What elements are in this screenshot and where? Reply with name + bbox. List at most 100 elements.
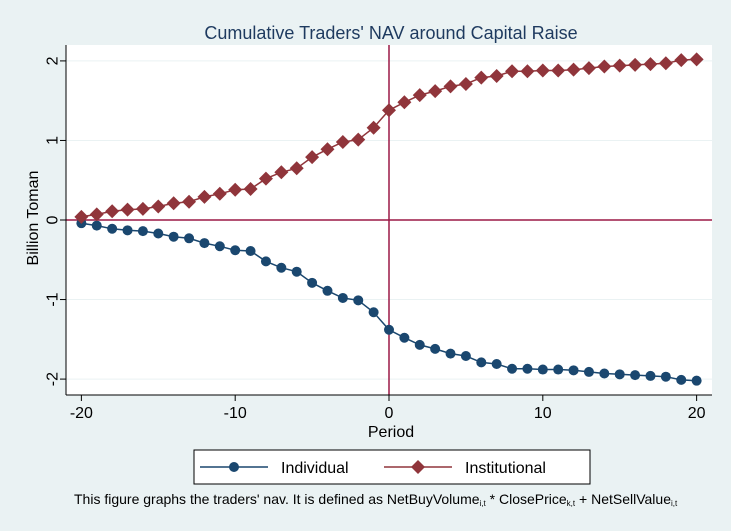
point-institutional <box>351 132 366 147</box>
point-institutional <box>628 57 643 72</box>
point-institutional <box>643 57 658 72</box>
point-individual <box>307 277 318 288</box>
point-institutional <box>458 76 473 91</box>
point-individual <box>384 324 394 335</box>
x-tick-label: -10 <box>224 405 247 422</box>
point-individual <box>107 223 118 234</box>
point-institutional <box>612 58 627 73</box>
point-individual <box>614 369 625 380</box>
point-individual <box>168 231 179 242</box>
point-individual <box>368 307 379 318</box>
point-individual <box>676 374 687 385</box>
point-individual <box>91 220 102 231</box>
point-individual <box>184 233 195 244</box>
point-institutional <box>182 194 197 209</box>
point-institutional <box>305 150 320 165</box>
point-individual <box>122 225 133 236</box>
y-tick-label: 1 <box>45 136 62 145</box>
point-individual <box>245 246 256 257</box>
point-individual <box>630 370 641 381</box>
point-individual <box>476 357 487 368</box>
point-institutional <box>428 84 443 99</box>
legend: Individual Institutional <box>193 449 591 485</box>
point-individual <box>137 226 148 237</box>
point-individual <box>599 368 610 379</box>
point-individual <box>430 343 441 354</box>
figure-note: This figure graphs the traders' nav. It … <box>74 491 677 508</box>
legend-label-individual: Individual <box>281 460 349 477</box>
point-individual <box>645 370 656 381</box>
legend-marker-individual <box>229 462 239 472</box>
y-tick-label: -2 <box>45 372 62 386</box>
point-individual <box>537 364 548 375</box>
point-institutional <box>658 56 673 71</box>
x-tick-label: -20 <box>70 405 93 422</box>
point-institutional <box>243 181 258 196</box>
point-individual <box>353 295 364 306</box>
point-institutional <box>197 189 212 204</box>
point-institutional <box>74 209 89 224</box>
x-axis-title: Period <box>368 424 414 441</box>
point-institutional <box>505 64 520 79</box>
note-subscript-1: i,t <box>479 499 486 508</box>
point-institutional <box>566 62 581 77</box>
point-institutional <box>289 161 304 176</box>
point-institutional <box>166 196 181 211</box>
note-subscript-3: i,t <box>670 499 678 508</box>
y-tick-label: 2 <box>45 56 62 65</box>
point-individual <box>214 241 225 252</box>
point-institutional <box>274 165 289 180</box>
point-institutional <box>397 95 412 110</box>
point-institutional <box>581 61 596 76</box>
x-tick-label: 0 <box>385 405 394 422</box>
note-text: This figure graphs the traders' nav. It … <box>74 491 480 507</box>
legend-marker-institutional <box>411 460 425 474</box>
point-institutional <box>689 52 704 67</box>
point-individual <box>660 371 671 382</box>
point-institutional <box>489 69 504 84</box>
point-institutional <box>89 207 104 222</box>
point-institutional <box>320 142 335 157</box>
y-tick-label: -1 <box>45 292 62 306</box>
point-institutional <box>443 79 458 94</box>
point-institutional <box>120 202 135 217</box>
point-institutional <box>551 63 566 78</box>
point-institutional <box>228 182 243 197</box>
point-institutional <box>674 53 689 68</box>
point-individual <box>691 375 702 386</box>
point-institutional <box>212 186 227 201</box>
point-individual <box>414 339 425 350</box>
point-individual <box>568 365 579 376</box>
x-tick-label: 20 <box>688 405 706 422</box>
y-axis-title: Billion Toman <box>25 171 42 266</box>
note-subscript-2: k,t <box>566 499 576 508</box>
point-individual <box>260 256 271 267</box>
point-institutional <box>366 120 381 135</box>
point-institutional <box>105 204 120 219</box>
point-institutional <box>597 59 612 74</box>
point-institutional <box>520 64 535 79</box>
legend-label-institutional: Institutional <box>465 460 546 477</box>
point-individual <box>322 285 333 296</box>
series-layer <box>74 52 704 386</box>
point-institutional <box>151 199 166 214</box>
point-individual <box>553 364 564 375</box>
point-individual <box>507 363 518 374</box>
note-text-3: + NetSellValue <box>575 491 671 507</box>
point-individual <box>522 363 533 374</box>
point-institutional <box>412 88 427 103</box>
y-tick-label: 0 <box>45 215 62 224</box>
point-individual <box>199 238 210 249</box>
point-individual <box>230 245 241 256</box>
point-individual <box>445 348 456 359</box>
point-institutional <box>474 70 489 85</box>
point-individual <box>399 332 410 343</box>
point-individual <box>583 366 594 377</box>
note-text-2: * ClosePrice <box>485 491 567 507</box>
point-individual <box>460 351 471 362</box>
point-individual <box>291 266 302 277</box>
point-individual <box>276 262 287 273</box>
point-institutional <box>135 201 150 216</box>
